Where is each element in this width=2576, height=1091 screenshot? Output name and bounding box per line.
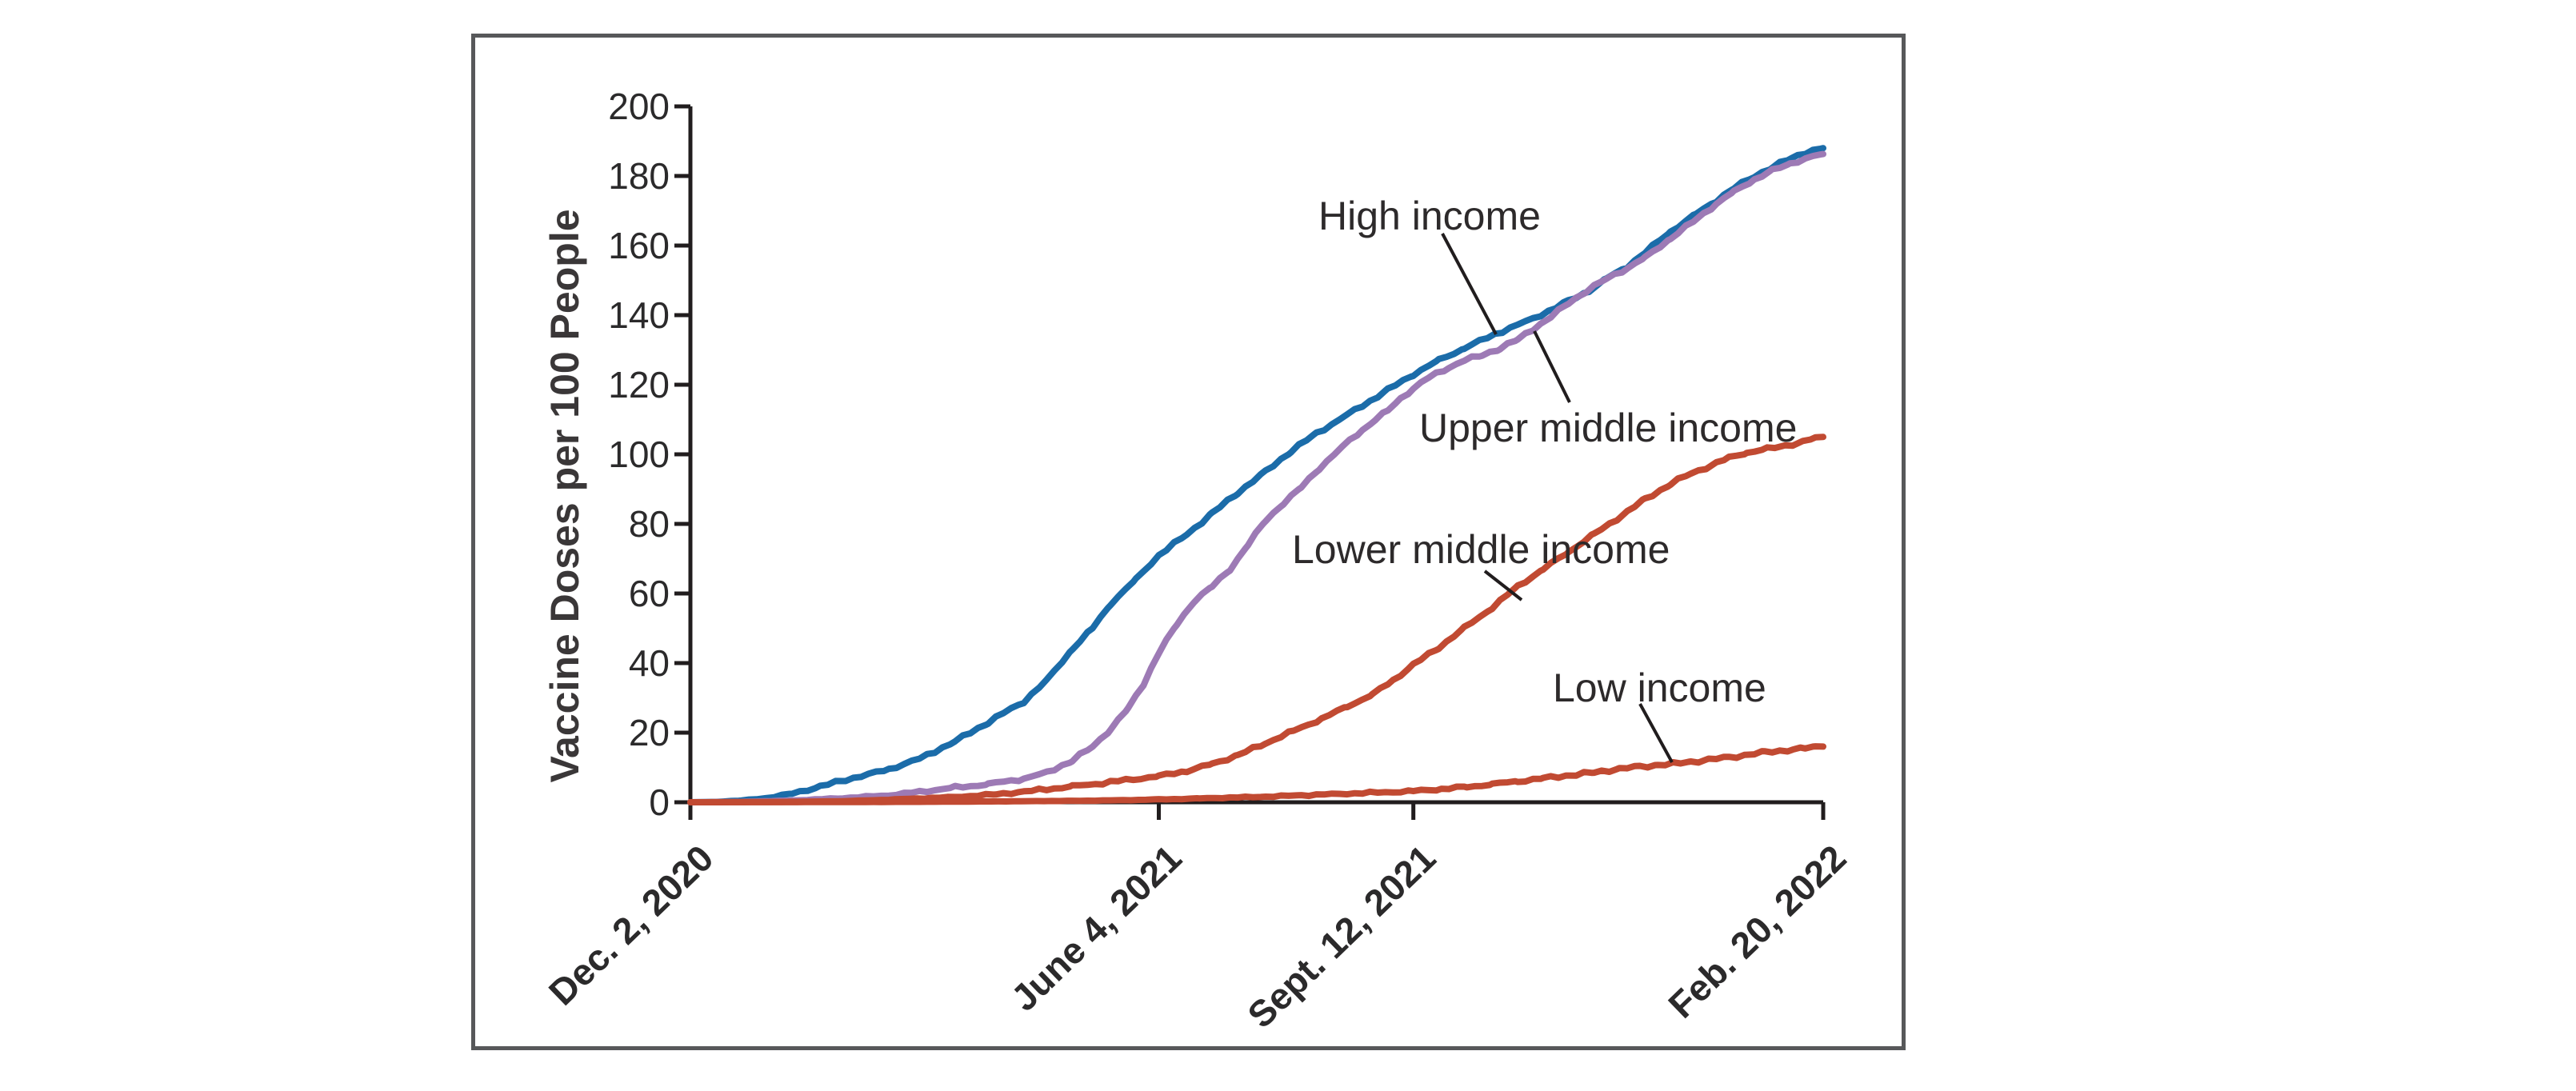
series-line-low-income [687, 743, 1826, 805]
leader-line-upper-middle-income [1533, 330, 1571, 403]
y-tick-label-0: 0 [649, 781, 670, 823]
annotation-high-income: High income [1318, 194, 1541, 238]
annotation-upper-middle-income: Upper middle income [1419, 406, 1798, 450]
y-tick-label-60: 60 [628, 573, 670, 614]
leader-line-low-income [1638, 703, 1674, 763]
series-line-upper-middle-income [687, 150, 1826, 805]
y-tick-label-80: 80 [628, 503, 670, 545]
y-tick-label-100: 100 [608, 434, 670, 475]
leader-line-high-income [1441, 233, 1498, 335]
series-line-lower-middle-income [687, 434, 1826, 805]
y-tick-label-40: 40 [628, 642, 670, 684]
annotation-low-income: Low income [1553, 665, 1766, 710]
y-tick-label-200: 200 [608, 86, 670, 127]
y-tick-label-120: 120 [608, 364, 670, 406]
y-tick-label-180: 180 [608, 155, 670, 197]
y-tick-label-160: 160 [608, 225, 670, 266]
y-tick-label-140: 140 [608, 294, 670, 336]
y-tick-label-20: 20 [628, 712, 670, 753]
figure-border [471, 34, 1906, 1050]
annotation-lower-middle-income: Lower middle income [1292, 527, 1670, 572]
leader-line-lower-middle-income [1483, 569, 1523, 601]
